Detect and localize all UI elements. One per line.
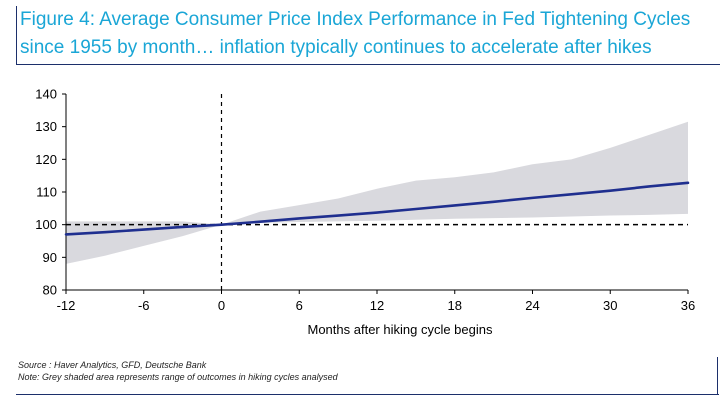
y-tick-label-110: 110 xyxy=(36,185,57,200)
y-tick-label-120: 120 xyxy=(35,152,57,167)
x-tick-label--12: -12 xyxy=(57,298,76,313)
x-tick-label-18: 18 xyxy=(448,298,462,313)
footnote: Note: Grey shaded area represents range … xyxy=(18,372,338,382)
footer-right-rule xyxy=(717,357,718,395)
x-tick-label-30: 30 xyxy=(603,298,617,313)
range-band-0 xyxy=(66,121,688,264)
y-tick-label-80: 80 xyxy=(43,283,57,298)
figure-title-line-2: since 1955 by month… inflation typically… xyxy=(20,37,652,58)
figure-title-line-1: Figure 4: Average Consumer Price Index P… xyxy=(20,9,691,30)
y-tick-label-90: 90 xyxy=(43,250,57,265)
x-tick-label-24: 24 xyxy=(525,298,539,313)
source-note: Source : Haver Analytics, GFD, Deutsche … xyxy=(18,360,207,370)
x-tick-label-6: 6 xyxy=(296,298,303,313)
y-tick-label-140: 140 xyxy=(35,87,57,102)
y-tick-label-100: 100 xyxy=(35,217,57,232)
x-tick-label-36: 36 xyxy=(681,298,695,313)
average-cpi-line xyxy=(64,181,690,236)
footer-bottom-rule xyxy=(16,394,719,395)
x-tick-label-0: 0 xyxy=(218,298,225,313)
x-tick-label--6: -6 xyxy=(138,298,150,313)
title-bottom-rule xyxy=(16,64,720,65)
y-tick-label-130: 130 xyxy=(35,119,57,134)
figure-title: Figure 4: Average Consumer Price Index P… xyxy=(20,6,720,62)
x-axis-title: Months after hiking cycle begins xyxy=(308,322,493,337)
x-tick-label-12: 12 xyxy=(370,298,384,313)
title-left-rule xyxy=(16,6,17,65)
